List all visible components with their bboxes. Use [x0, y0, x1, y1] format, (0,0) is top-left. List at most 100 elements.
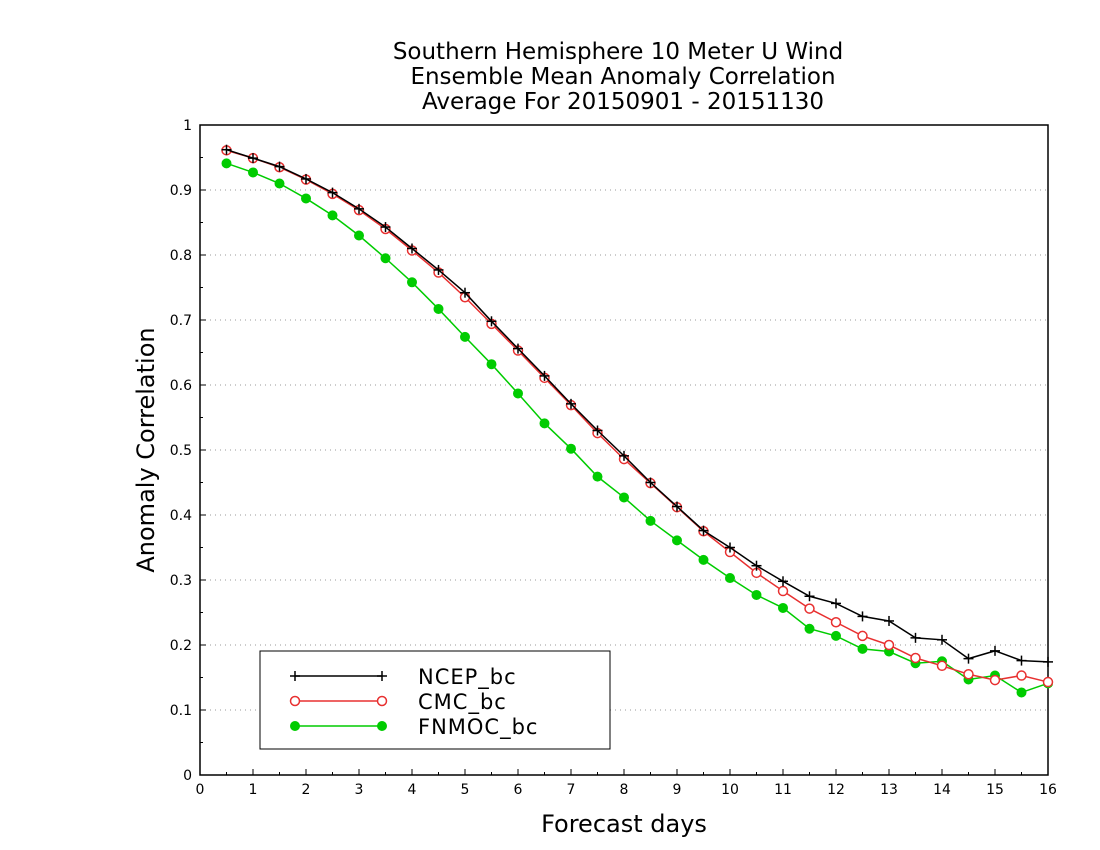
point-NCEP_bc-12: [539, 370, 550, 381]
point-FNMOC_bc-6: [380, 253, 391, 264]
point-NCEP_bc-2: [274, 161, 285, 172]
point-CMC_bc-22: [804, 603, 815, 614]
point-NCEP_bc-22: [804, 591, 815, 602]
point-FNMOC_bc-3: [301, 193, 311, 204]
point-NCEP_bc-5: [354, 203, 364, 214]
point-CMC_bc-25: [883, 639, 895, 651]
point-FNMOC_bc-18: [698, 554, 709, 565]
y-axis-label: Anomaly Correlation: [132, 327, 160, 572]
y-tick-label-8: 0.8: [170, 248, 192, 264]
y-tick-label-10: 1: [183, 118, 192, 134]
point-FNMOC_bc-4: [327, 210, 338, 221]
point-FNMOC_bc-20: [751, 589, 762, 600]
x-tick-label-3: 3: [355, 782, 364, 798]
point-FNMOC_bc-15: [619, 492, 629, 503]
point-NCEP_bc-3: [301, 173, 311, 184]
axes: 0 1 2 3 4 5 6 7 8 9 10 11 12 13 14 15 1600.10.20.30.40.5…: [170, 118, 1057, 798]
point-NCEP_bc-17: [672, 501, 682, 512]
point-CMC_bc-24: [857, 630, 868, 642]
legend-marker-end-CMC_bc: [376, 695, 388, 707]
chart-title: Southern Hemisphere 10 Meter U Wind Ense…: [393, 39, 843, 115]
point-NCEP_bc-26: [910, 632, 921, 643]
legend-marker-start-CMC_bc: [289, 695, 301, 707]
y-tick-label-1: 0.1: [170, 703, 192, 719]
point-CMC_bc-23: [830, 617, 842, 628]
point-FNMOC_bc-24: [857, 643, 868, 654]
x-tick-label-13: 13: [880, 782, 898, 798]
point-CMC_bc-27: [936, 660, 948, 672]
point-NCEP_bc-19: [725, 542, 735, 553]
x-tick-label-16: 16: [1039, 782, 1057, 798]
x-axis-label: Forecast days: [541, 810, 707, 838]
x-tick-label-14: 14: [933, 782, 951, 798]
legend-label-NCEP_bc: NCEP_bc: [418, 665, 517, 690]
point-NCEP_bc-18: [698, 525, 709, 536]
point-FNMOC_bc-30: [1016, 687, 1027, 698]
point-NCEP_bc-10: [486, 316, 497, 327]
y-tick-label-4: 0.4: [170, 508, 192, 524]
point-NCEP_bc-4: [327, 187, 338, 198]
x-tick-label-11: 11: [774, 782, 792, 798]
point-FNMOC_bc-17: [672, 535, 682, 546]
line-FNMOC_bc: [226, 162, 1049, 694]
legend-marker-start-FNMOC_bc: [290, 721, 300, 731]
point-FNMOC_bc-14: [592, 471, 603, 482]
x-tick-label-4: 4: [408, 782, 417, 798]
chart-title-line-3: Average For 20150901 - 20151130: [422, 89, 824, 115]
point-FNMOC_bc-21: [778, 602, 788, 613]
point-FNMOC_bc-0: [221, 158, 232, 169]
legend-marker-end-NCEP_bc: [377, 671, 387, 681]
line-CMC_bc: [226, 149, 1049, 683]
point-FNMOC_bc-5: [354, 230, 364, 241]
point-NCEP_bc-11: [513, 343, 523, 354]
point-FNMOC_bc-22: [804, 623, 815, 634]
point-NCEP_bc-13: [566, 398, 576, 409]
point-NCEP_bc-25: [884, 615, 894, 626]
point-FNMOC_bc-1: [248, 167, 258, 178]
legend-label-FNMOC_bc: FNMOC_bc: [418, 715, 538, 740]
legend-item-FNMOC_bc: FNMOC_bc: [290, 715, 538, 740]
legend-marker-start-NCEP_bc: [290, 671, 300, 681]
y-tick-label-5: 0.5: [170, 443, 192, 459]
point-CMC_bc-31: [1042, 676, 1054, 688]
x-tick-label-6: 6: [514, 782, 523, 798]
y-tick-label-0: 0: [183, 768, 192, 784]
series-FNMOC_bc: [221, 158, 1053, 698]
point-CMC_bc-21: [777, 585, 789, 597]
legend-marker-end-FNMOC_bc: [377, 721, 387, 731]
point-NCEP_bc-21: [778, 576, 788, 587]
x-tick-label-8: 8: [620, 782, 629, 798]
legend-label-CMC_bc: CMC_bc: [418, 690, 507, 715]
legend-item-NCEP_bc: NCEP_bc: [290, 665, 517, 690]
point-NCEP_bc-8: [433, 264, 444, 275]
chart-title-line-2: Ensemble Mean Anomaly Correlation: [410, 64, 835, 90]
legend-box: [259, 650, 611, 750]
point-NCEP_bc-28: [963, 653, 974, 664]
y-tick-label-2: 0.2: [170, 638, 192, 654]
point-NCEP_bc-23: [831, 598, 841, 609]
point-FNMOC_bc-19: [725, 573, 735, 584]
point-CMC_bc-26: [910, 652, 921, 664]
point-NCEP_bc-30: [1016, 655, 1027, 666]
y-tick-label-3: 0.3: [170, 573, 192, 589]
point-NCEP_bc-6: [380, 222, 391, 233]
y-tick-label-6: 0.6: [170, 378, 192, 394]
point-NCEP_bc-31: [1043, 656, 1053, 667]
point-NCEP_bc-15: [619, 450, 629, 461]
point-NCEP_bc-1: [248, 153, 258, 164]
chart-title-line-1: Southern Hemisphere 10 Meter U Wind: [393, 39, 843, 65]
x-tick-label-0: 0: [196, 782, 205, 798]
point-NCEP_bc-29: [990, 645, 1000, 656]
y-tick-label-9: 0.9: [170, 183, 192, 199]
point-FNMOC_bc-13: [566, 443, 576, 454]
point-FNMOC_bc-8: [433, 303, 444, 314]
point-FNMOC_bc-12: [539, 418, 550, 429]
point-FNMOC_bc-16: [645, 515, 656, 526]
series-NCEP_bc: [221, 144, 1053, 667]
point-FNMOC_bc-9: [460, 331, 470, 342]
x-tick-label-7: 7: [567, 782, 576, 798]
x-tick-label-10: 10: [721, 782, 739, 798]
